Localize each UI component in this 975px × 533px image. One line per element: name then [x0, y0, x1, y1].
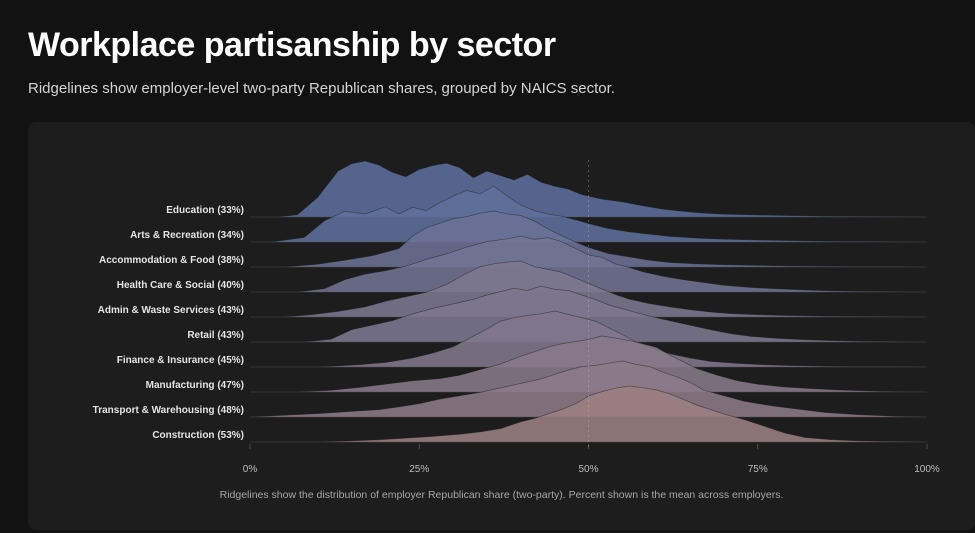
ridge-label-arts-and-recreation: Arts & Recreation (34%)	[130, 230, 244, 241]
page-subtitle: Ridgelines show employer-level two-party…	[28, 80, 615, 97]
page-title: Workplace partisanship by sector	[28, 26, 556, 64]
ridge-education	[250, 160, 928, 218]
ridge-label-admin-and-waste-services: Admin & Waste Services (43%)	[98, 305, 244, 316]
ridge-transport-and-warehousing	[249, 360, 928, 418]
ridge-label-education: Education (33%)	[166, 205, 244, 216]
ridge-label-finance-and-insurance: Finance & Insurance (45%)	[117, 355, 244, 366]
ridge-health-care-and-social	[250, 235, 928, 293]
ridgeline-chart: Education (33%) Arts & Recreation (34%) Ac…	[93, 160, 940, 475]
x-tick-label-25: 25%	[409, 464, 429, 475]
chart-caption: Ridgelines show the distribution of empl…	[219, 489, 784, 501]
x-tick-label-100: 100%	[914, 464, 940, 475]
ridges: Education (33%) Arts & Recreation (34%) Ac…	[93, 160, 928, 443]
ridge-label-health-care-and-social: Health Care & Social (40%)	[117, 280, 244, 291]
ridge-label-retail: Retail (43%)	[187, 330, 244, 341]
ridge-label-accommodation-and-food: Accommodation & Food (38%)	[99, 255, 244, 266]
x-tick-label-0: 0%	[243, 464, 258, 475]
x-tick-label-75: 75%	[748, 464, 768, 475]
ridge-arts-and-recreation	[250, 185, 928, 243]
ridge-accommodation-and-food	[250, 210, 928, 268]
ridge-label-transport-and-warehousing: Transport & Warehousing (48%)	[93, 405, 244, 416]
ridge-retail	[250, 285, 928, 343]
x-axis: 0% 25% 50% 75% 100%	[243, 444, 940, 475]
chart-card: Education (33%) Arts & Recreation (34%) Ac…	[28, 122, 975, 530]
ridge-finance-and-insurance	[250, 310, 928, 368]
ridge-admin-and-waste-services	[250, 260, 928, 318]
x-tick-label-50: 50%	[578, 464, 598, 475]
ridge-label-manufacturing: Manufacturing (47%)	[146, 380, 244, 391]
ridge-label-construction: Construction (53%)	[152, 430, 244, 441]
ridge-manufacturing	[250, 335, 928, 393]
ridge-construction	[250, 385, 928, 443]
